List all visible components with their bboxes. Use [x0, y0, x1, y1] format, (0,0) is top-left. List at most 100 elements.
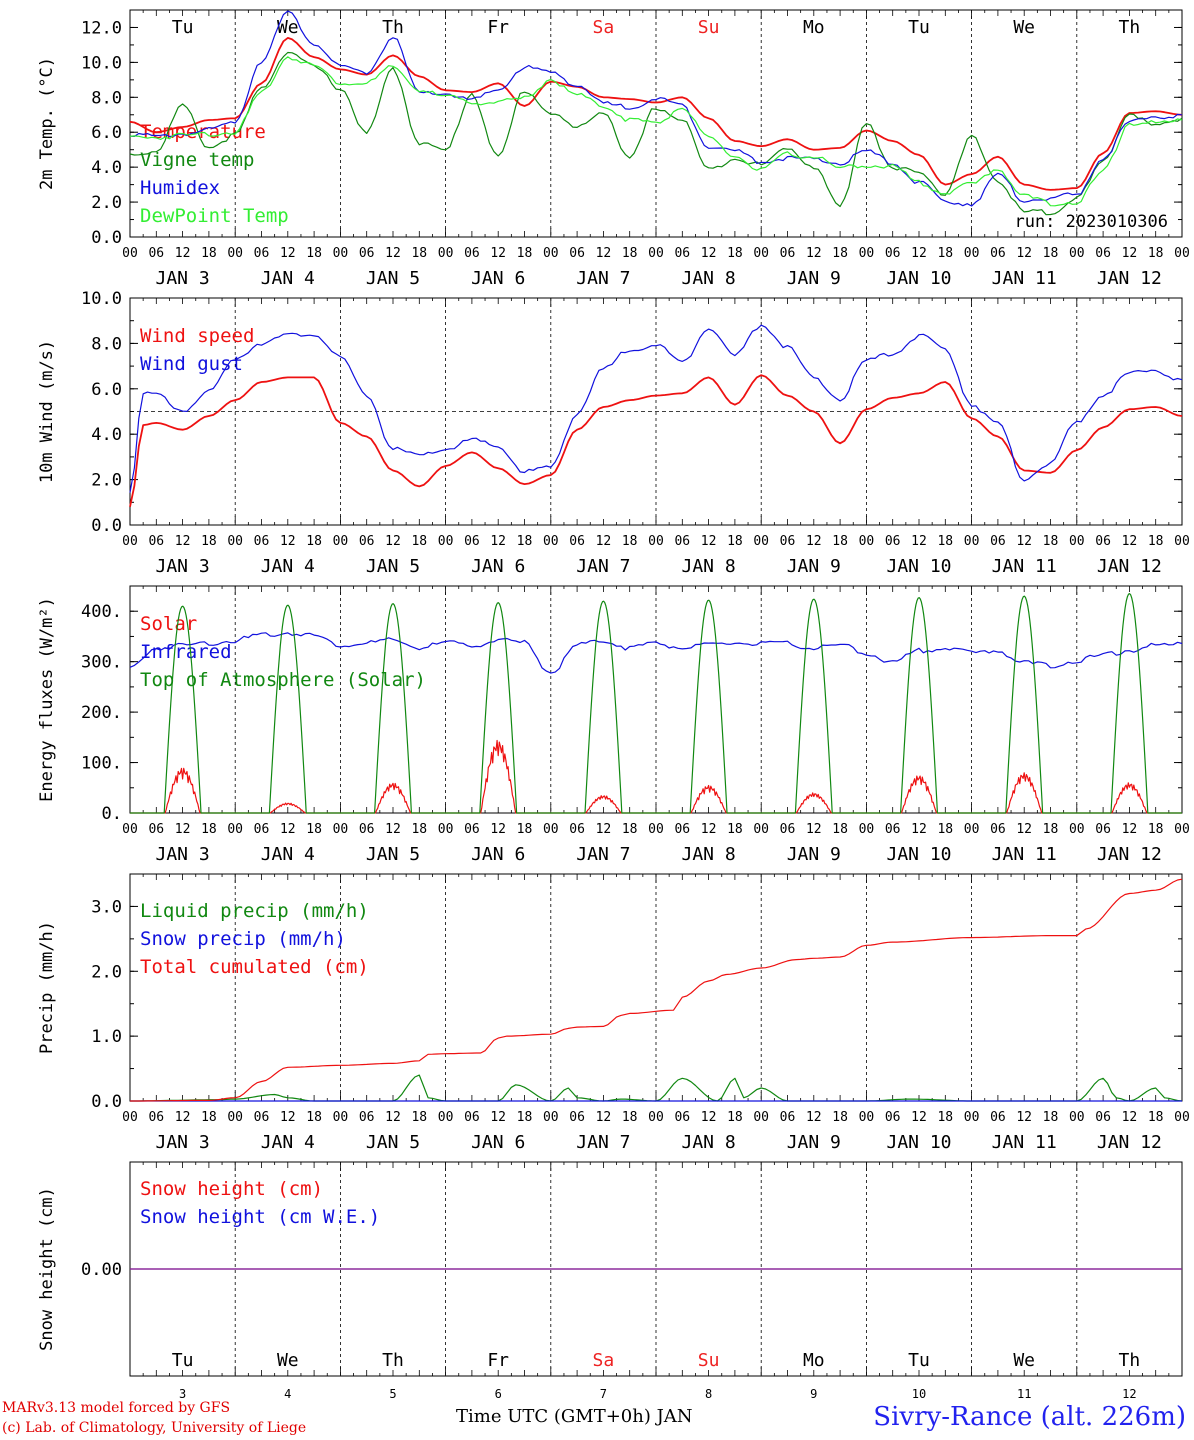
day-name: We	[1013, 1350, 1035, 1371]
hour-tick-label: 00	[543, 534, 559, 549]
y-tick-label: 8.0	[91, 88, 122, 108]
y-tick-label: 10.0	[81, 53, 122, 73]
date-label: JAN 12	[1097, 1132, 1162, 1153]
hour-tick-label: 00	[543, 1110, 559, 1125]
y-tick-label: 6.0	[91, 123, 122, 143]
day-name: Th	[1119, 17, 1141, 38]
series-line-1-0	[129, 374, 1183, 507]
legend-entry: Top of Atmosphere (Solar)	[140, 669, 426, 691]
hour-tick-label: 18	[517, 246, 533, 261]
date-number: 8	[705, 1387, 712, 1401]
day-name: Tu	[908, 1350, 930, 1371]
hour-tick-label: 00	[1174, 1110, 1190, 1125]
y-tick-label: 4.0	[91, 425, 122, 445]
legend-entry: Wind gust	[140, 353, 243, 375]
day-name: Sa	[593, 1350, 615, 1371]
date-label: JAN 7	[576, 556, 630, 577]
hour-tick-label: 06	[885, 1110, 901, 1125]
hour-tick-label: 12	[490, 822, 506, 837]
hour-tick-label: 18	[1043, 822, 1059, 837]
hour-tick-label: 00	[543, 246, 559, 261]
legend-entry: Snow height (cm W.E.)	[140, 1206, 380, 1228]
hour-tick-label: 18	[306, 822, 322, 837]
hour-tick-label: 00	[753, 1110, 769, 1125]
hour-tick-label: 06	[359, 534, 375, 549]
y-tick-label: 400.	[81, 602, 122, 622]
hour-tick-label: 12	[175, 246, 191, 261]
hour-tick-label: 12	[490, 1110, 506, 1125]
legend-entry: Snow precip (mm/h)	[140, 928, 346, 950]
hour-tick-label: 06	[464, 246, 480, 261]
series-line-0-2	[129, 10, 1183, 207]
hour-tick-label: 18	[622, 1110, 638, 1125]
date-label: JAN 7	[576, 844, 630, 865]
hour-tick-label: 00	[648, 246, 664, 261]
hour-tick-label: 00	[859, 1110, 875, 1125]
hour-tick-label: 18	[1148, 1110, 1164, 1125]
hour-tick-label: 18	[411, 534, 427, 549]
hour-tick-label: 00	[122, 1110, 138, 1125]
hour-tick-label: 12	[1122, 534, 1138, 549]
hour-tick-label: 18	[1148, 534, 1164, 549]
date-label: JAN 10	[886, 268, 951, 289]
time-axis-label: Time UTC (GMT+0h) JAN	[456, 1406, 693, 1427]
hour-tick-label: 00	[648, 822, 664, 837]
date-label: JAN 8	[682, 268, 736, 289]
hour-tick-label: 00	[333, 534, 349, 549]
legend-entry: DewPoint Temp	[140, 205, 289, 227]
hour-tick-label: 12	[806, 822, 822, 837]
hour-tick-label: 18	[517, 534, 533, 549]
day-name: Su	[698, 1350, 720, 1371]
y-axis-label: 2m Temp. (°C)	[37, 57, 57, 190]
series-line-0-1	[129, 51, 1183, 216]
hour-tick-label: 12	[280, 1110, 296, 1125]
hour-tick-label: 06	[148, 1110, 164, 1125]
legend-entry: Liquid precip (mm/h)	[140, 900, 369, 922]
hour-tick-label: 06	[254, 246, 270, 261]
hour-tick-label: 00	[333, 246, 349, 261]
hour-tick-label: 12	[490, 246, 506, 261]
hour-tick-label: 18	[622, 534, 638, 549]
hour-tick-label: 18	[517, 1110, 533, 1125]
date-label: JAN 6	[471, 844, 525, 865]
hour-tick-label: 00	[333, 1110, 349, 1125]
y-axis-label: Precip (mm/h)	[37, 921, 57, 1054]
hour-tick-label: 06	[569, 822, 585, 837]
hour-tick-label: 18	[1148, 822, 1164, 837]
hour-tick-label: 06	[569, 534, 585, 549]
hour-tick-label: 00	[438, 822, 454, 837]
hour-tick-label: 12	[1122, 246, 1138, 261]
y-tick-label: 0.0	[91, 1092, 122, 1112]
hour-tick-label: 00	[122, 534, 138, 549]
hour-tick-label: 12	[280, 534, 296, 549]
hour-tick-label: 18	[937, 534, 953, 549]
y-tick-label: 4.0	[91, 158, 122, 178]
hour-tick-label: 06	[464, 822, 480, 837]
hour-tick-label: 12	[1016, 534, 1032, 549]
hour-tick-label: 12	[911, 534, 927, 549]
hour-tick-label: 06	[254, 822, 270, 837]
hour-tick-label: 06	[148, 534, 164, 549]
hour-tick-label: 06	[990, 1110, 1006, 1125]
date-label: JAN 9	[787, 268, 841, 289]
date-number: 5	[389, 1387, 396, 1401]
day-name: We	[1013, 17, 1035, 38]
hour-tick-label: 06	[254, 1110, 270, 1125]
lab-credit: (c) Lab. of Climatology, University of L…	[2, 1420, 307, 1436]
hour-tick-label: 12	[911, 246, 927, 261]
hour-tick-label: 06	[990, 534, 1006, 549]
date-label: JAN 8	[682, 1132, 736, 1153]
hour-tick-label: 00	[964, 1110, 980, 1125]
y-tick-label: 0.0	[91, 228, 122, 248]
y-tick-label: 0.	[102, 804, 122, 824]
date-label: JAN 8	[682, 844, 736, 865]
date-number: 7	[600, 1387, 607, 1401]
hour-tick-label: 18	[832, 534, 848, 549]
date-label: JAN 3	[156, 844, 210, 865]
series-line-3-2	[130, 878, 1183, 1102]
hour-tick-label: 18	[832, 1110, 848, 1125]
hour-tick-label: 00	[859, 822, 875, 837]
hour-tick-label: 18	[201, 246, 217, 261]
hour-tick-label: 00	[753, 246, 769, 261]
hour-tick-label: 12	[1016, 822, 1032, 837]
